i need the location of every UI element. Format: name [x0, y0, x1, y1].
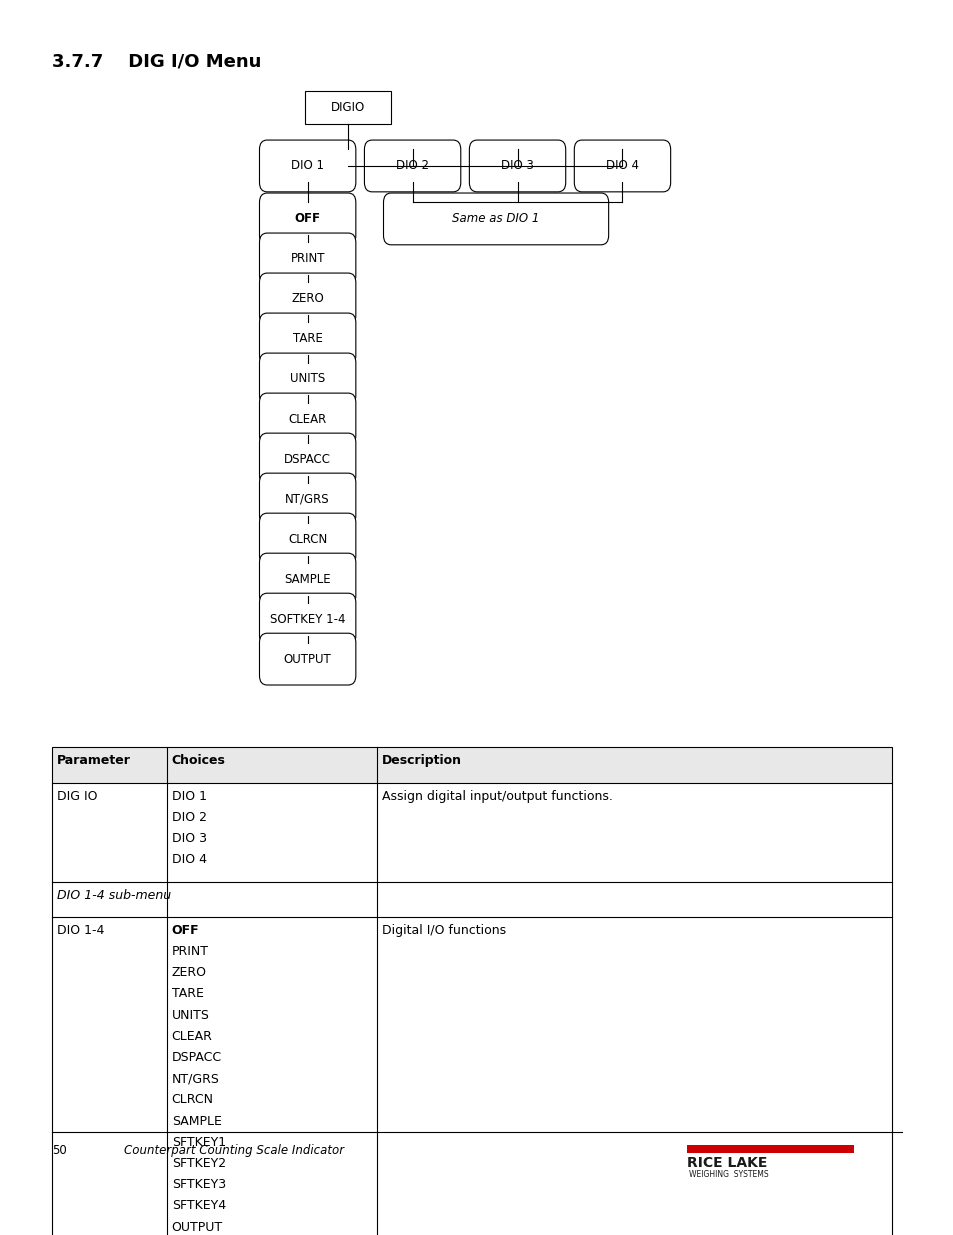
Text: DIO 2: DIO 2 [395, 159, 429, 173]
Text: DIO 1-4: DIO 1-4 [57, 924, 105, 937]
Text: SAMPLE: SAMPLE [284, 573, 331, 585]
Text: NT/GRS: NT/GRS [285, 493, 330, 505]
Text: WEIGHING  SYSTEMS: WEIGHING SYSTEMS [688, 1170, 767, 1179]
Text: 50: 50 [52, 1144, 67, 1157]
FancyBboxPatch shape [259, 193, 355, 245]
FancyBboxPatch shape [259, 273, 355, 325]
Text: DIO 2: DIO 2 [172, 811, 207, 824]
FancyBboxPatch shape [259, 593, 355, 645]
Text: DSPACC: DSPACC [172, 1051, 222, 1065]
FancyBboxPatch shape [259, 393, 355, 445]
FancyBboxPatch shape [259, 634, 355, 685]
Text: TARE: TARE [293, 332, 322, 346]
Text: PRINT: PRINT [290, 252, 325, 266]
Bar [305, 90, 391, 124]
Text: DIGIO: DIGIO [331, 100, 365, 114]
Text: Same as DIO 1: Same as DIO 1 [452, 212, 539, 226]
Text: DSPACC: DSPACC [284, 452, 331, 466]
FancyBboxPatch shape [259, 140, 355, 191]
FancyBboxPatch shape [259, 233, 355, 285]
FancyBboxPatch shape [259, 433, 355, 485]
FancyBboxPatch shape [469, 140, 565, 191]
Bar [52, 747, 891, 1235]
FancyBboxPatch shape [383, 193, 608, 245]
Text: OUTPUT: OUTPUT [172, 1220, 223, 1234]
FancyBboxPatch shape [259, 473, 355, 525]
Text: TARE: TARE [172, 988, 203, 1000]
Text: 3.7.7    DIG I/O Menu: 3.7.7 DIG I/O Menu [52, 53, 261, 70]
Text: UNITS: UNITS [172, 1009, 210, 1021]
Text: CLRCN: CLRCN [288, 532, 327, 546]
Text: SOFTKEY 1-4: SOFTKEY 1-4 [270, 613, 345, 626]
Text: SFTKEY4: SFTKEY4 [172, 1199, 226, 1213]
Text: RICE LAKE: RICE LAKE [686, 1156, 766, 1170]
Text: OUTPUT: OUTPUT [283, 652, 332, 666]
Text: NT/GRS: NT/GRS [172, 1072, 219, 1086]
Text: CLEAR: CLEAR [172, 1030, 213, 1042]
Text: Choices: Choices [172, 755, 225, 767]
Text: SFTKEY1: SFTKEY1 [172, 1136, 226, 1149]
Text: DIO 1-4 sub-menu: DIO 1-4 sub-menu [57, 889, 172, 902]
FancyBboxPatch shape [259, 514, 355, 564]
FancyBboxPatch shape [259, 314, 355, 364]
Text: Description: Description [381, 755, 461, 767]
Text: DIO 4: DIO 4 [172, 853, 207, 866]
Text: DIO 3: DIO 3 [500, 159, 534, 173]
Text: ZERO: ZERO [291, 293, 324, 305]
Text: SFTKEY2: SFTKEY2 [172, 1157, 226, 1170]
Text: SFTKEY3: SFTKEY3 [172, 1178, 226, 1192]
FancyBboxPatch shape [259, 553, 355, 605]
Text: DIG IO: DIG IO [57, 789, 97, 803]
Text: UNITS: UNITS [290, 373, 325, 385]
Text: OFF: OFF [294, 212, 320, 226]
Text: CLEAR: CLEAR [288, 412, 327, 426]
Bar [52, 747, 891, 783]
Text: ZERO: ZERO [172, 966, 207, 979]
Bar [686, 1145, 853, 1153]
Text: DIO 3: DIO 3 [172, 832, 207, 845]
Text: Parameter: Parameter [57, 755, 131, 767]
Text: SAMPLE: SAMPLE [172, 1115, 221, 1128]
Text: DIO 1: DIO 1 [291, 159, 324, 173]
Text: DIO 1: DIO 1 [172, 789, 207, 803]
FancyBboxPatch shape [364, 140, 460, 191]
Text: Digital I/O functions: Digital I/O functions [381, 924, 505, 937]
Text: DIO 4: DIO 4 [605, 159, 639, 173]
FancyBboxPatch shape [259, 353, 355, 405]
Text: Assign digital input/output functions.: Assign digital input/output functions. [381, 789, 612, 803]
Text: CLRCN: CLRCN [172, 1093, 213, 1107]
Text: OFF: OFF [172, 924, 199, 937]
Text: Counterpart Counting Scale Indicator: Counterpart Counting Scale Indicator [124, 1144, 344, 1157]
FancyBboxPatch shape [574, 140, 670, 191]
Text: PRINT: PRINT [172, 945, 209, 958]
